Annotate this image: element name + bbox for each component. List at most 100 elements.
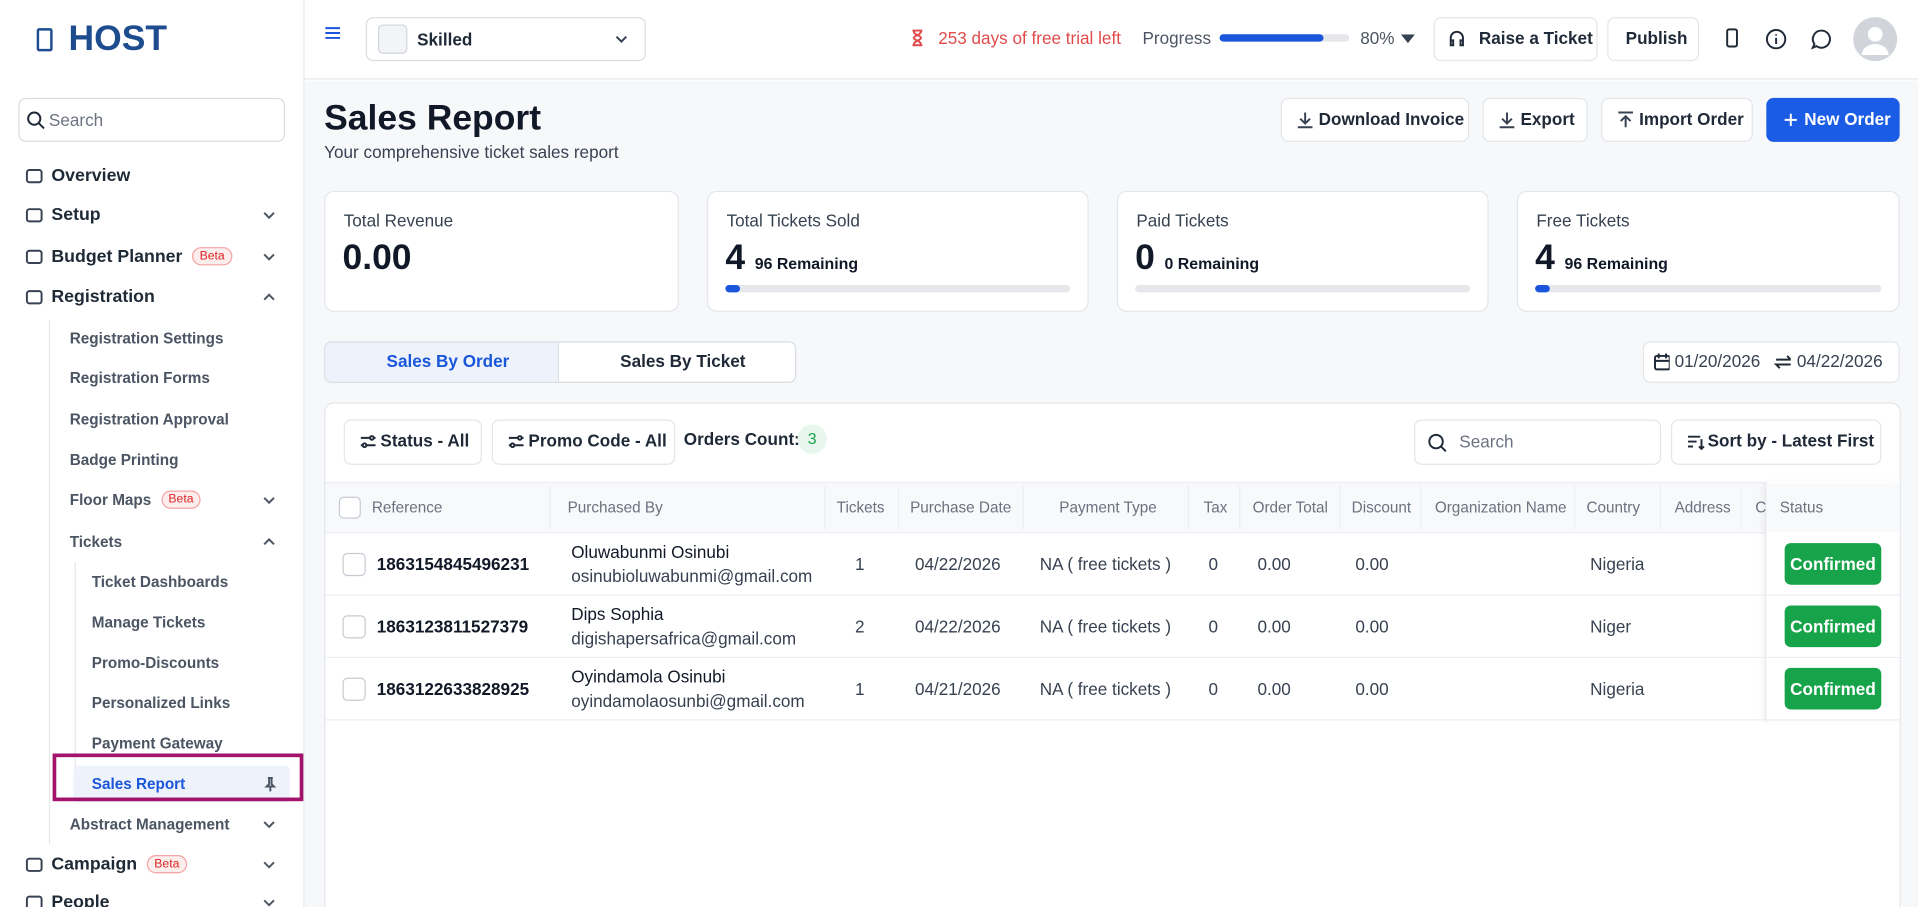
- stat-remaining: 96 Remaining: [754, 254, 859, 273]
- tab[interactable]: Sales By Ticket: [620, 351, 746, 371]
- nav-icon: [24, 855, 44, 875]
- tickets: 2: [855, 616, 865, 637]
- nav-item[interactable]: Manage Tickets: [91, 614, 206, 632]
- nav-item[interactable]: Budget Planner: [51, 247, 183, 267]
- column-header: Order Total: [1252, 499, 1328, 517]
- column-header: Discount: [1351, 499, 1412, 517]
- stat-bar-track: [1535, 285, 1882, 293]
- sort-text: Sort by - Latest First: [1707, 430, 1875, 451]
- tax: 0: [1208, 616, 1219, 637]
- nav-item[interactable]: Registration Approval: [69, 410, 229, 429]
- chevron: [259, 205, 279, 225]
- country: Nigeria: [1590, 554, 1645, 574]
- column-header: Reference: [371, 499, 443, 517]
- order-total: 0.00: [1257, 678, 1291, 699]
- purchaser-email: oyindamolaosunbi@gmail.com: [571, 691, 805, 711]
- order-total: 0.00: [1257, 554, 1291, 574]
- column-divider: [1339, 485, 1341, 530]
- tax: 0: [1208, 554, 1219, 574]
- stat-card: [324, 190, 679, 312]
- progress-fill: [1219, 34, 1324, 42]
- payment-type: NA ( free tickets ): [1039, 554, 1172, 574]
- stat-value: 0: [1135, 238, 1155, 278]
- row-checkbox[interactable]: [342, 615, 366, 639]
- column-header: Tickets: [836, 499, 885, 517]
- stat-bar-fill: [1535, 285, 1550, 293]
- publish-text: Publish: [1625, 28, 1688, 48]
- event-select[interactable]: [365, 17, 646, 62]
- row-checkbox[interactable]: [342, 677, 366, 701]
- trial-text: 253 days of free trial left: [938, 28, 1121, 48]
- publish-button[interactable]: [1607, 17, 1700, 62]
- header-checkbox[interactable]: [338, 496, 361, 519]
- table-panel: [324, 402, 1901, 907]
- nav-icon: [24, 247, 44, 267]
- action-icon: [1616, 110, 1636, 130]
- nav-item[interactable]: Registration: [51, 287, 155, 308]
- nav-item[interactable]: Badge Printing: [69, 451, 179, 469]
- nav-item[interactable]: Tickets: [69, 533, 123, 551]
- action-button[interactable]: [1482, 97, 1588, 142]
- tax: 0: [1208, 678, 1219, 699]
- nav-item[interactable]: Personalized Links: [91, 694, 231, 712]
- nav-item[interactable]: Floor Maps: [69, 491, 152, 509]
- column-divider: [824, 485, 826, 530]
- order-reference[interactable]: 1863123811527379: [376, 616, 529, 637]
- discount: 0.00: [1355, 554, 1389, 574]
- chevron: [259, 532, 279, 552]
- logo: HOST: [68, 19, 168, 59]
- caret: [1398, 28, 1418, 48]
- nav-item[interactable]: Registration Forms: [69, 369, 210, 387]
- tab[interactable]: Sales By Order: [386, 351, 510, 371]
- action-button[interactable]: [1280, 97, 1470, 142]
- action-text: Download Invoice: [1318, 108, 1465, 129]
- stat-value: 4: [1535, 238, 1555, 278]
- nav-item[interactable]: Setup: [51, 205, 101, 226]
- nav-item[interactable]: Ticket Dashboards: [91, 573, 229, 591]
- search-placeholder: Search: [48, 110, 104, 130]
- hourglass-icon: [908, 28, 928, 48]
- nav-item[interactable]: Payment Gateway: [91, 735, 223, 753]
- purchaser-email: osinubioluwabunmi@gmail.com: [571, 566, 813, 586]
- status-filter-text: Status - All: [380, 430, 470, 451]
- tickets: 1: [855, 554, 865, 574]
- nav-item[interactable]: People: [51, 892, 110, 907]
- row-checkbox[interactable]: [342, 552, 366, 577]
- date-range[interactable]: [1642, 341, 1900, 383]
- promo-filter[interactable]: [491, 419, 676, 465]
- status-filter[interactable]: [343, 419, 482, 465]
- column-divider: [1574, 485, 1576, 530]
- column-header: Organization Name: [1434, 499, 1567, 517]
- nav-item[interactable]: Promo-Discounts: [91, 654, 220, 672]
- column-header: Payment Type: [1059, 499, 1157, 517]
- chevron: [259, 855, 279, 875]
- column-header: Status: [1779, 499, 1824, 517]
- discount: 0.00: [1355, 616, 1389, 637]
- chat-icon[interactable]: [1810, 28, 1832, 50]
- mobile-icon[interactable]: [1722, 28, 1742, 50]
- nav-item[interactable]: Registration Settings: [69, 330, 224, 348]
- nav-item[interactable]: Abstract Management: [69, 815, 230, 834]
- sort-button[interactable]: [1670, 419, 1882, 465]
- beta-badge: Beta: [192, 247, 233, 266]
- column-divider: [549, 485, 551, 530]
- discount: 0.00: [1355, 678, 1389, 699]
- column-header: Purchased By: [567, 499, 663, 517]
- table-header: [325, 481, 1900, 534]
- table-search[interactable]: [1414, 419, 1662, 465]
- nav-item[interactable]: Overview: [51, 166, 131, 186]
- chevron: [259, 893, 279, 907]
- order-reference[interactable]: 1863122633828925: [376, 678, 530, 699]
- nav-item[interactable]: Campaign: [51, 855, 138, 875]
- filter-icon: [358, 432, 378, 452]
- raise-ticket-button[interactable]: [1433, 17, 1598, 62]
- info-icon[interactable]: [1765, 28, 1787, 50]
- nav-item[interactable]: Sales Report: [91, 775, 186, 793]
- search-icon: [1427, 432, 1448, 453]
- stat-label: Free Tickets: [1536, 210, 1630, 230]
- stat-bar-track: [725, 285, 1071, 293]
- order-reference[interactable]: 1863154845496231: [376, 554, 530, 574]
- sidebar-search[interactable]: [18, 97, 286, 142]
- avatar[interactable]: [1853, 17, 1898, 62]
- swap-icon: [1773, 352, 1791, 372]
